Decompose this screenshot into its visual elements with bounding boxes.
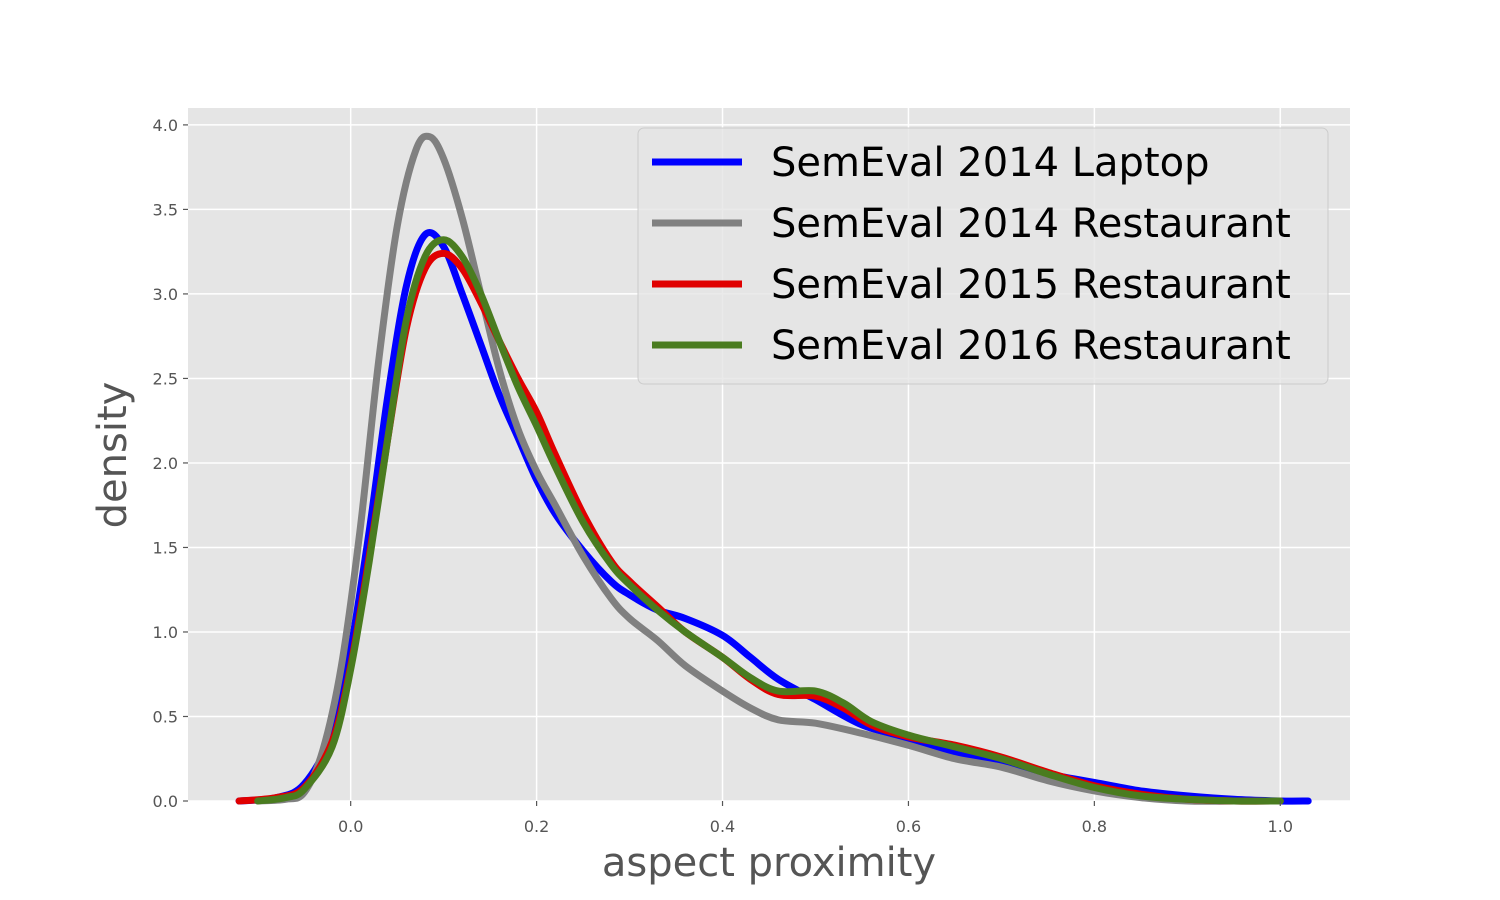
- legend-label-2: SemEval 2014 Restaurant: [771, 201, 1291, 247]
- y-tick-label: 2.5: [153, 369, 178, 388]
- y-tick-label: 1.5: [153, 538, 178, 557]
- series-line-4: [254, 236, 1284, 805]
- legend-label-3: SemEval 2015 Restaurant: [771, 262, 1291, 308]
- y-axis-label: density: [90, 382, 136, 529]
- x-tick-label: 0.4: [710, 817, 735, 836]
- series-line-2: [254, 132, 1238, 805]
- x-tick-label: 0.8: [1082, 817, 1107, 836]
- y-tick-label: 1.0: [153, 623, 178, 642]
- legend-box: [637, 127, 1329, 385]
- y-tick-label: 0.5: [153, 707, 178, 726]
- y-axis-ticks: 0.0 0.5 1.0 1.5 2.0 2.5 3.0 3.5 4.0: [153, 116, 188, 811]
- x-axis-label: aspect proximity: [602, 840, 936, 886]
- y-tick-label: 3.0: [153, 285, 178, 304]
- y-tick-label: 0.0: [153, 792, 178, 811]
- y-tick-label: 3.5: [153, 200, 178, 219]
- x-axis-ticks: 0.0 0.2 0.4 0.6 0.8 1.0: [338, 801, 1293, 836]
- x-tick-label: 0.0: [338, 817, 363, 836]
- y-tick-label: 4.0: [153, 116, 178, 135]
- x-tick-label: 0.2: [524, 817, 549, 836]
- legend-label-1: SemEval 2014 Laptop: [771, 140, 1210, 186]
- legend-label-4: SemEval 2016 Restaurant: [771, 323, 1291, 369]
- y-tick-label: 2.0: [153, 454, 178, 473]
- x-tick-label: 1.0: [1268, 817, 1293, 836]
- legend: SemEval 2014 Laptop SemEval 2014 Restaura…: [637, 127, 1329, 385]
- series-lines: [235, 132, 1312, 805]
- x-tick-label: 0.6: [896, 817, 921, 836]
